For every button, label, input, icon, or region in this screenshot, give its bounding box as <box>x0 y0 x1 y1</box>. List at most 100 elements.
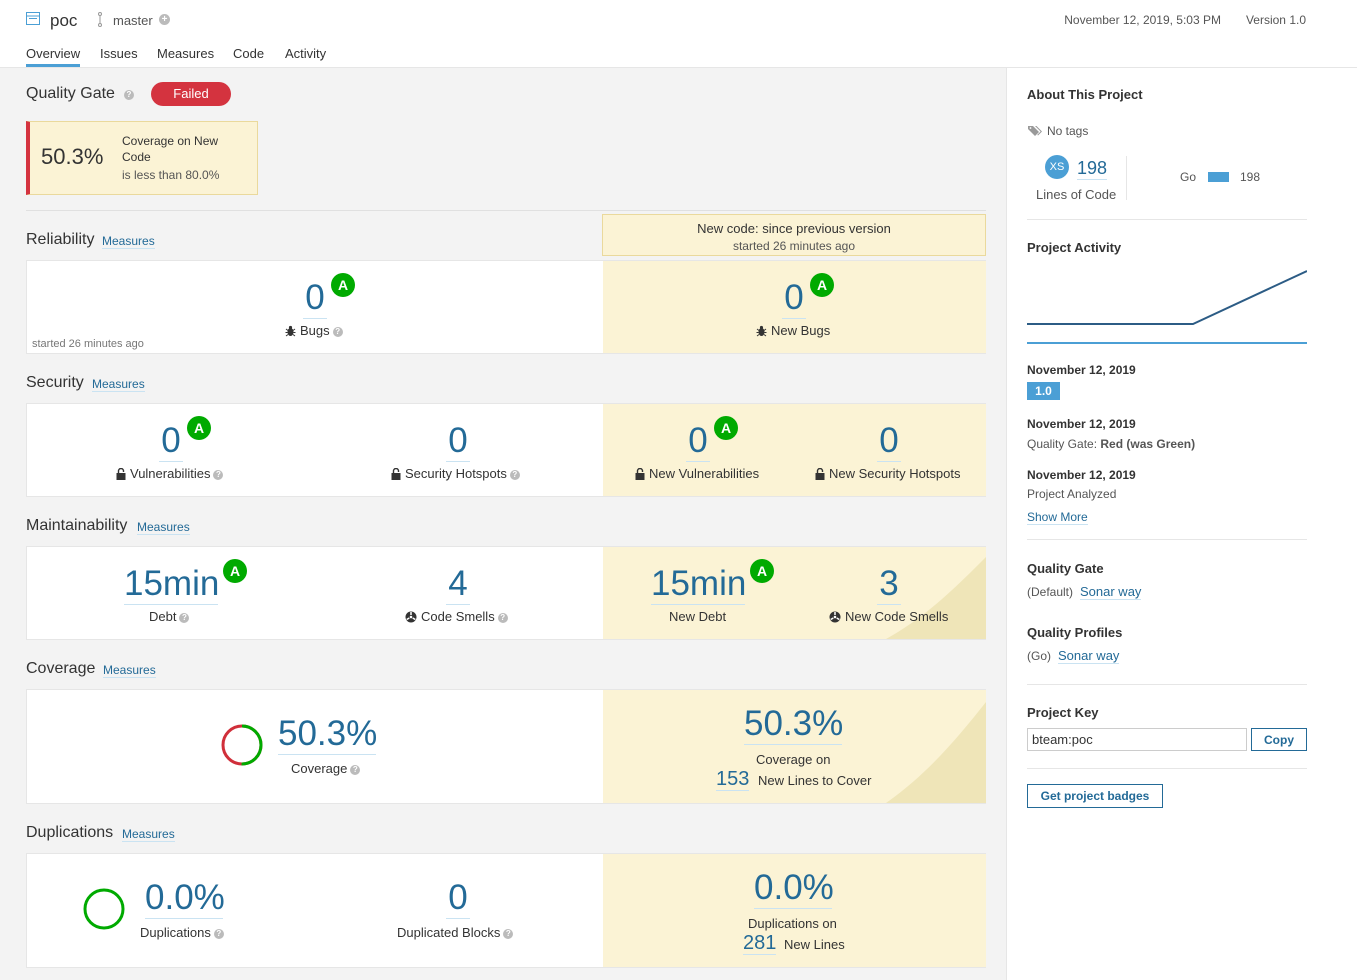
reliability-started: started 26 minutes ago <box>32 338 144 350</box>
duplications-donut <box>83 888 125 930</box>
quality-gate-event: Quality Gate: Red (was Green) <box>1027 437 1196 451</box>
debt-rating[interactable]: A <box>223 559 247 583</box>
analysis-event: Project Analyzed <box>1027 487 1117 501</box>
quality-profile-link[interactable]: Sonar way <box>1058 648 1120 664</box>
debt-value[interactable]: 15min <box>124 564 220 605</box>
project-version: Version 1.0 <box>1245 13 1306 27</box>
new-duplications-label: Duplications on <box>748 916 837 931</box>
bugs-value[interactable]: 0 <box>303 278 327 319</box>
lock-icon <box>635 468 645 480</box>
help-icon[interactable]: ? <box>179 612 190 623</box>
leak-chart-shading <box>886 702 986 803</box>
get-project-badges-button[interactable]: Get project badges <box>1027 784 1163 808</box>
help-icon[interactable]: ? <box>503 928 514 939</box>
duplications-label: Duplications? <box>140 925 224 940</box>
divider <box>1027 539 1307 540</box>
help-icon[interactable]: ? <box>213 469 224 480</box>
project-key-input[interactable] <box>1027 728 1247 751</box>
divider <box>1027 684 1307 685</box>
new-security-hotspots-value[interactable]: 0 <box>877 421 901 462</box>
new-vulnerabilities-value[interactable]: 0 <box>686 421 710 462</box>
tags-text[interactable]: No tags <box>1047 124 1089 138</box>
bugs-rating[interactable]: A <box>331 273 355 297</box>
vulnerabilities-label: Vulnerabilities? <box>116 466 224 481</box>
project-sidebar: About This Project No tags XS 198 Lines … <box>1006 68 1357 980</box>
lines-of-code-label: Lines of Code <box>1036 187 1117 202</box>
maintainability-measures-link[interactable]: Measures <box>137 520 190 535</box>
project-icon <box>26 12 40 25</box>
duplicated-blocks-value[interactable]: 0 <box>446 878 470 919</box>
new-debt-value[interactable]: 15min <box>651 564 747 605</box>
new-debt-label: New Debt <box>669 609 727 624</box>
failed-condition[interactable]: 50.3% Coverage on New Code is less than … <box>26 121 258 195</box>
lock-icon <box>815 468 825 480</box>
tags-icon <box>1028 126 1042 136</box>
security-hotspots-value[interactable]: 0 <box>446 421 470 462</box>
activity-graph[interactable] <box>1027 263 1307 345</box>
version-badge: 1.0 <box>1027 382 1060 400</box>
new-coverage-value[interactable]: 50.3% <box>744 704 844 745</box>
coverage-value[interactable]: 50.3% <box>278 714 378 755</box>
coverage-title: Coverage <box>26 660 96 677</box>
condition-value: 50.3% <box>41 144 104 169</box>
new-vulnerabilities-rating[interactable]: A <box>714 416 738 440</box>
duplications-measures-link[interactable]: Measures <box>122 827 175 842</box>
new-duplications-value[interactable]: 0.0% <box>754 868 834 909</box>
help-icon[interactable]: ? <box>497 612 508 623</box>
tab-activity[interactable]: Activity <box>285 46 327 61</box>
divider <box>1027 219 1307 220</box>
security-card: 0 A Vulnerabilities? 0 Security Hotspots… <box>26 403 986 497</box>
new-bugs-rating[interactable]: A <box>810 273 834 297</box>
copy-button[interactable]: Copy <box>1251 728 1307 751</box>
new-code-title: New code: since previous version <box>697 221 891 236</box>
help-icon[interactable]: ? <box>509 469 520 480</box>
quality-gate-link[interactable]: Sonar way <box>1080 584 1142 600</box>
condition-metric: Coverage on New Code <box>122 134 219 164</box>
new-bugs-label: New Bugs <box>756 323 830 338</box>
duplications-title: Duplications <box>26 824 114 841</box>
coverage-label: Coverage? <box>291 761 361 776</box>
lines-of-code-value[interactable]: 198 <box>1077 158 1108 180</box>
lock-icon <box>391 468 401 480</box>
security-measures-link[interactable]: Measures <box>92 377 145 392</box>
new-code-smells-value[interactable]: 3 <box>877 564 901 605</box>
duplications-new-code-pane <box>603 854 986 967</box>
project-activity-title: Project Activity <box>1027 240 1122 255</box>
about-title: About This Project <box>1027 87 1143 102</box>
tab-measures[interactable]: Measures <box>157 46 215 61</box>
tab-issues[interactable]: Issues <box>100 46 138 61</box>
maintainability-title: Maintainability <box>26 517 128 534</box>
coverage-measures-link[interactable]: Measures <box>103 663 156 678</box>
project-name[interactable]: poc <box>50 11 78 30</box>
new-debt-rating[interactable]: A <box>750 559 774 583</box>
leak-chart-shading <box>886 557 986 639</box>
reliability-card: 0 A Bugs? started 26 minutes ago 0 A New… <box>26 260 986 354</box>
duplications-value[interactable]: 0.0% <box>145 878 225 919</box>
analysis-date: November 12, 2019, 5:03 PM <box>1064 13 1221 27</box>
reliability-title: Reliability <box>26 231 95 248</box>
help-icon[interactable]: ? <box>332 326 343 337</box>
help-icon[interactable]: ? <box>124 90 134 100</box>
vulnerabilities-value[interactable]: 0 <box>159 421 183 462</box>
branch-icon <box>98 12 102 27</box>
tab-code[interactable]: Code <box>233 46 265 61</box>
help-icon[interactable]: ? <box>213 928 224 939</box>
security-new-code-pane <box>603 404 986 496</box>
help-icon[interactable]: ? <box>350 764 361 775</box>
branch-name[interactable]: master <box>113 13 153 28</box>
quality-profiles-title: Quality Profiles <box>1027 625 1123 640</box>
vulnerabilities-rating[interactable]: A <box>187 416 211 440</box>
new-vulnerabilities-label: New Vulnerabilities <box>635 466 759 481</box>
code-smells-value[interactable]: 4 <box>446 564 470 605</box>
new-bugs-value[interactable]: 0 <box>782 278 806 319</box>
code-smell-icon <box>829 611 841 623</box>
new-lines-to-cover-value[interactable]: 153 <box>716 768 750 791</box>
reliability-measures-link[interactable]: Measures <box>102 234 155 249</box>
new-lines-value[interactable]: 281 <box>743 932 777 955</box>
add-branch-icon[interactable]: + <box>159 14 170 25</box>
size-rating-badge: XS <box>1045 155 1069 179</box>
tab-overview[interactable]: Overview <box>26 46 81 67</box>
quality-gate-default: (Default) <box>1027 585 1074 599</box>
show-more-link[interactable]: Show More <box>1027 510 1088 525</box>
bugs-label: Bugs? <box>285 323 343 338</box>
